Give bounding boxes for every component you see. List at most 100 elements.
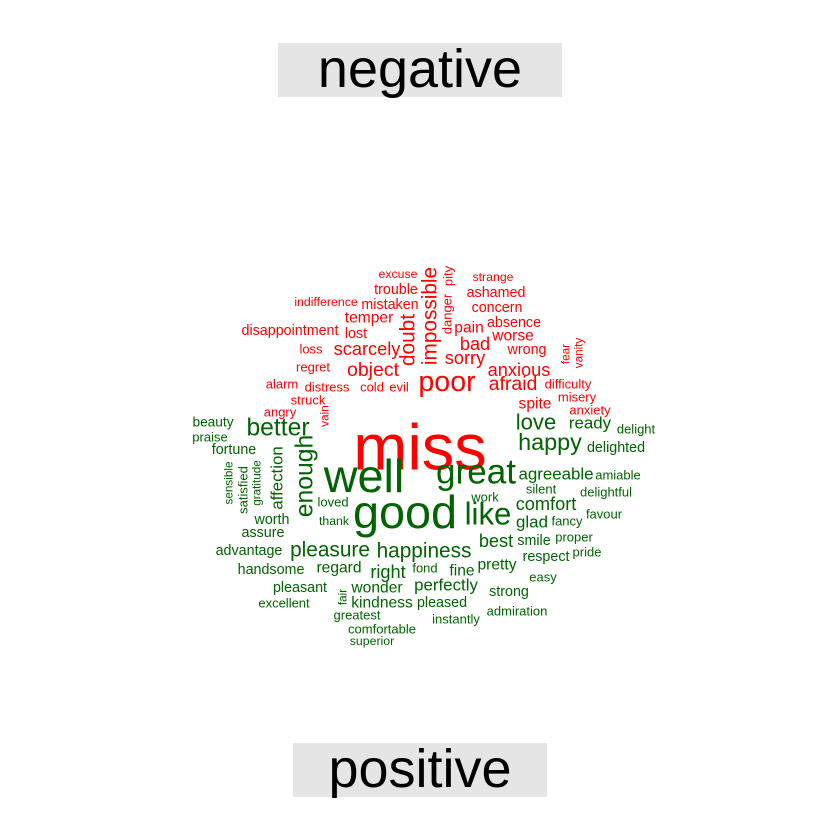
word-positive-excellent: excellent: [258, 596, 310, 611]
positive-label: positive: [293, 739, 547, 799]
word-positive-agreeable: agreeable: [518, 465, 593, 484]
word-positive-comfort: comfort: [516, 494, 577, 514]
word-negative-wrong: wrong: [507, 342, 547, 358]
word-positive-strong: strong: [489, 584, 529, 600]
word-negative-struck: struck: [291, 393, 326, 408]
word-positive-love: love: [516, 410, 557, 435]
word-positive-sensible: sensible: [223, 462, 236, 505]
word-positive-greatest: greatest: [334, 608, 381, 623]
word-negative-disappointment: disappointment: [242, 323, 339, 339]
word-positive-fancy: fancy: [551, 514, 583, 529]
word-negative-loss: loss: [299, 342, 323, 357]
word-positive-proper: proper: [555, 530, 593, 545]
word-negative-object: object: [347, 359, 400, 381]
word-positive-easy: easy: [529, 570, 557, 585]
word-negative-vain: vain: [319, 405, 332, 426]
word-positive-pleasure: pleasure: [290, 539, 370, 562]
word-positive-smile: smile: [517, 533, 550, 549]
word-positive-perfectly: perfectly: [414, 576, 478, 595]
word-negative-concern: concern: [472, 300, 523, 316]
word-positive-favour: favour: [586, 507, 623, 522]
word-negative-spite: spite: [519, 396, 552, 413]
negative-label-text: negative: [318, 39, 522, 99]
word-negative-pity: pity: [441, 265, 456, 286]
word-positive-fortune: fortune: [212, 442, 257, 458]
word-negative-absence: absence: [487, 315, 541, 331]
word-negative-poor: poor: [418, 366, 476, 398]
word-negative-indifference: indifference: [294, 295, 358, 309]
word-negative-temper: temper: [345, 310, 394, 327]
word-positive-work: work: [470, 490, 499, 505]
word-negative-scarcely: scarcely: [334, 339, 402, 359]
word-positive-beauty: beauty: [192, 415, 233, 430]
word-positive-respect: respect: [523, 549, 570, 565]
word-negative-sorry: sorry: [445, 348, 486, 368]
negative-label: negative: [278, 39, 562, 99]
word-positive-amiable: amiable: [595, 468, 641, 483]
word-positive-worth: worth: [254, 512, 290, 528]
word-negative-cold: cold: [360, 380, 384, 395]
word-positive-fair: fair: [337, 589, 350, 605]
negative-label-background: [278, 43, 562, 97]
word-negative-trouble: trouble: [374, 282, 418, 298]
word-negative-anxious: anxious: [488, 360, 551, 380]
word-positive-handsome: handsome: [238, 562, 305, 578]
word-positive-admiration: admiration: [487, 604, 548, 619]
word-positive-superior: superior: [350, 634, 394, 648]
word-negative-vanity: vanity: [573, 338, 586, 369]
word-negative-difficulty: difficulty: [545, 377, 592, 392]
word-positive-wonder: wonder: [350, 580, 402, 597]
word-positive-pleased: pleased: [417, 595, 467, 611]
word-negative-evil: evil: [389, 380, 409, 395]
word-negative-mistaken: mistaken: [361, 297, 418, 313]
word-positive-gratitude: gratitude: [251, 460, 264, 505]
word-negative-danger: danger: [440, 293, 455, 334]
word-negative-alarm: alarm: [266, 377, 299, 392]
positive-label-background: [293, 743, 547, 797]
word-positive-glad: glad: [516, 513, 548, 532]
word-positive-fine: fine: [449, 563, 474, 580]
word-positive-ready: ready: [569, 414, 612, 433]
word-negative-impossible: impossible: [419, 267, 442, 365]
word-negative-strange: strange: [472, 270, 513, 284]
word-negative-anxiety: anxiety: [569, 403, 611, 418]
word-positive-good: good: [353, 486, 457, 538]
word-negative-regret: regret: [296, 360, 330, 375]
word-positive-silent: silent: [526, 482, 557, 497]
word-positive-enough: enough: [292, 435, 319, 517]
word-positive-regard: regard: [316, 560, 361, 577]
word-negative-ashamed: ashamed: [467, 285, 526, 301]
word-positive-assure: assure: [242, 525, 285, 541]
word-positive-well: well: [323, 450, 405, 502]
word-negative-afraid: afraid: [489, 373, 538, 395]
word-positive-praise: praise: [192, 430, 227, 445]
word-negative-distress: distress: [305, 380, 350, 395]
word-negative-fear: fear: [560, 344, 573, 364]
word-positive-delight: delight: [617, 422, 656, 437]
word-negative-lost: lost: [345, 326, 367, 342]
word-positive-loved: loved: [317, 495, 348, 510]
word-positive-satisfied: satisfied: [236, 466, 251, 514]
word-positive-right: right: [370, 562, 405, 582]
word-positive-better: better: [246, 415, 309, 442]
word-positive-delighted: delighted: [587, 440, 645, 456]
word-negative-excuse: excuse: [379, 267, 418, 281]
word-positive-delightful: delightful: [580, 485, 632, 500]
word-positive-like: like: [465, 497, 512, 532]
word-negative-doubt: doubt: [397, 314, 420, 366]
word-negative-worse: worse: [491, 328, 534, 345]
word-positive-thank: thank: [319, 514, 350, 528]
positive-label-text: positive: [328, 739, 511, 799]
word-negative-miss: miss: [353, 411, 487, 484]
word-positive-pride: pride: [573, 545, 602, 560]
word-positive-pretty: pretty: [478, 557, 517, 574]
word-positive-great: great: [436, 453, 516, 492]
word-positive-instantly: instantly: [432, 612, 480, 627]
word-negative-pain: pain: [454, 320, 483, 337]
word-positive-pleasant: pleasant: [273, 580, 327, 596]
word-positive-happiness: happiness: [377, 540, 472, 563]
word-negative-angry: angry: [264, 405, 297, 420]
word-positive-fond: fond: [412, 561, 437, 576]
word-positive-kindness: kindness: [351, 595, 413, 612]
